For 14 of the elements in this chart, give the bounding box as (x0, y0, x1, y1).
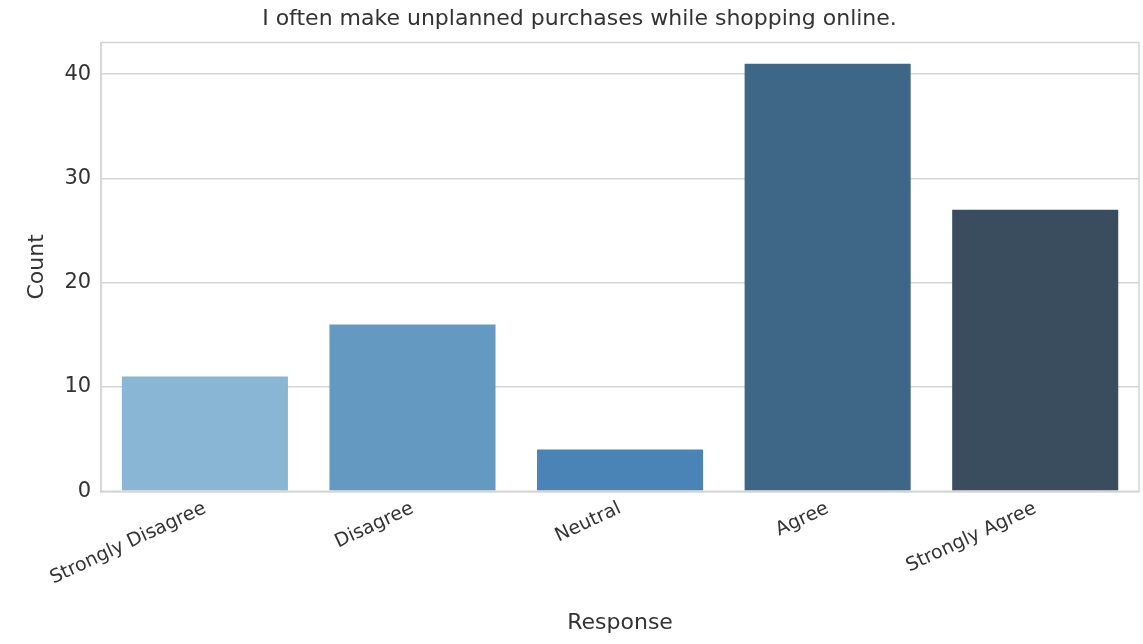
chart-title: I often make unplanned purchases while shopping online. (262, 4, 897, 30)
y-tick-label: 20 (64, 269, 92, 294)
bar (537, 449, 704, 491)
y-tick-label: 0 (77, 477, 92, 502)
x-axis-title: Response (567, 608, 673, 634)
bar (121, 376, 288, 491)
bar (952, 209, 1119, 491)
bar (329, 324, 496, 491)
y-tick-label: 30 (64, 164, 92, 189)
y-tick-label: 40 (64, 60, 92, 85)
y-tick-label: 10 (64, 373, 92, 398)
bar (744, 63, 911, 491)
x-tick-label: Agree (771, 495, 832, 540)
y-axis-title: Count (22, 233, 48, 300)
